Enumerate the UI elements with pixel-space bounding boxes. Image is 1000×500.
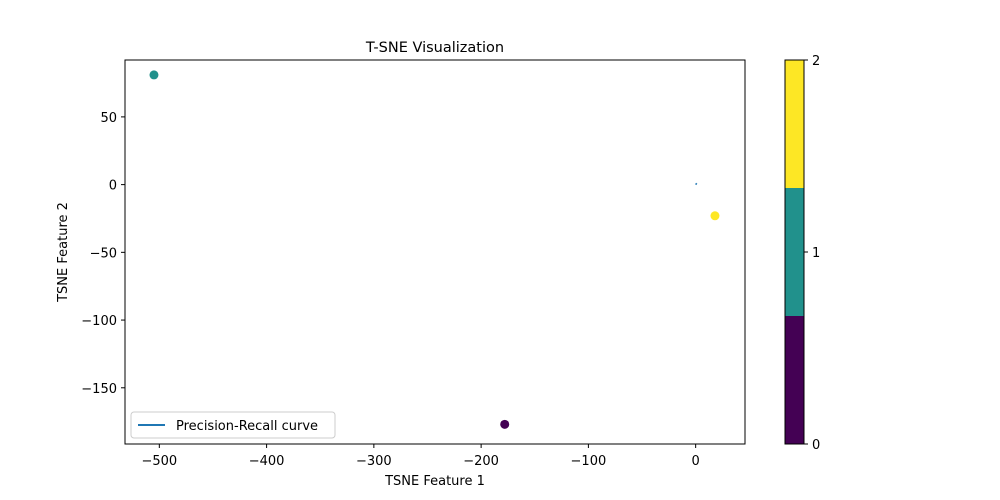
colorbar-tick-label: 2 bbox=[812, 54, 820, 69]
x-axis-ticks: −500 −400 −300 −200 −100 0 bbox=[141, 444, 700, 469]
x-tick-label: 0 bbox=[692, 454, 700, 469]
scatter-point bbox=[710, 211, 720, 221]
points-layer bbox=[149, 70, 720, 429]
colorbar-tick-label: 1 bbox=[812, 246, 820, 261]
x-tick-label: −300 bbox=[356, 454, 392, 469]
x-tick-label: −200 bbox=[463, 454, 499, 469]
y-tick-label: −50 bbox=[90, 246, 117, 261]
y-axis-ticks: −150 −100 −50 0 50 bbox=[81, 111, 125, 397]
colorbar-segment bbox=[785, 60, 804, 188]
colorbar-segment bbox=[785, 188, 804, 316]
series-line bbox=[695, 182, 698, 186]
legend: Precision-Recall curve bbox=[130, 411, 336, 439]
plot-area bbox=[124, 59, 746, 445]
series-layer bbox=[695, 182, 698, 186]
y-tick-label: 0 bbox=[109, 179, 117, 194]
legend-box bbox=[130, 411, 336, 439]
y-axis-label: TSNE Feature 2 bbox=[56, 202, 71, 303]
scatter-point bbox=[500, 419, 510, 429]
plot-frame bbox=[125, 60, 745, 444]
scatter-point bbox=[149, 70, 159, 80]
colorbar-segment bbox=[785, 316, 804, 444]
y-tick-label: 50 bbox=[100, 111, 117, 126]
y-tick-label: −100 bbox=[81, 314, 117, 329]
x-tick-label: −400 bbox=[249, 454, 285, 469]
x-tick-label: −100 bbox=[571, 454, 607, 469]
x-axis-label: TSNE Feature 1 bbox=[384, 474, 485, 489]
y-tick-label: −150 bbox=[81, 382, 117, 397]
chart-title: T-SNE Visualization bbox=[365, 40, 504, 56]
colorbar-tick-label: 0 bbox=[812, 438, 820, 453]
x-tick-label: −500 bbox=[141, 454, 177, 469]
legend-entry-label: Precision-Recall curve bbox=[176, 419, 318, 434]
colorbar: 0 1 2 bbox=[784, 54, 820, 453]
